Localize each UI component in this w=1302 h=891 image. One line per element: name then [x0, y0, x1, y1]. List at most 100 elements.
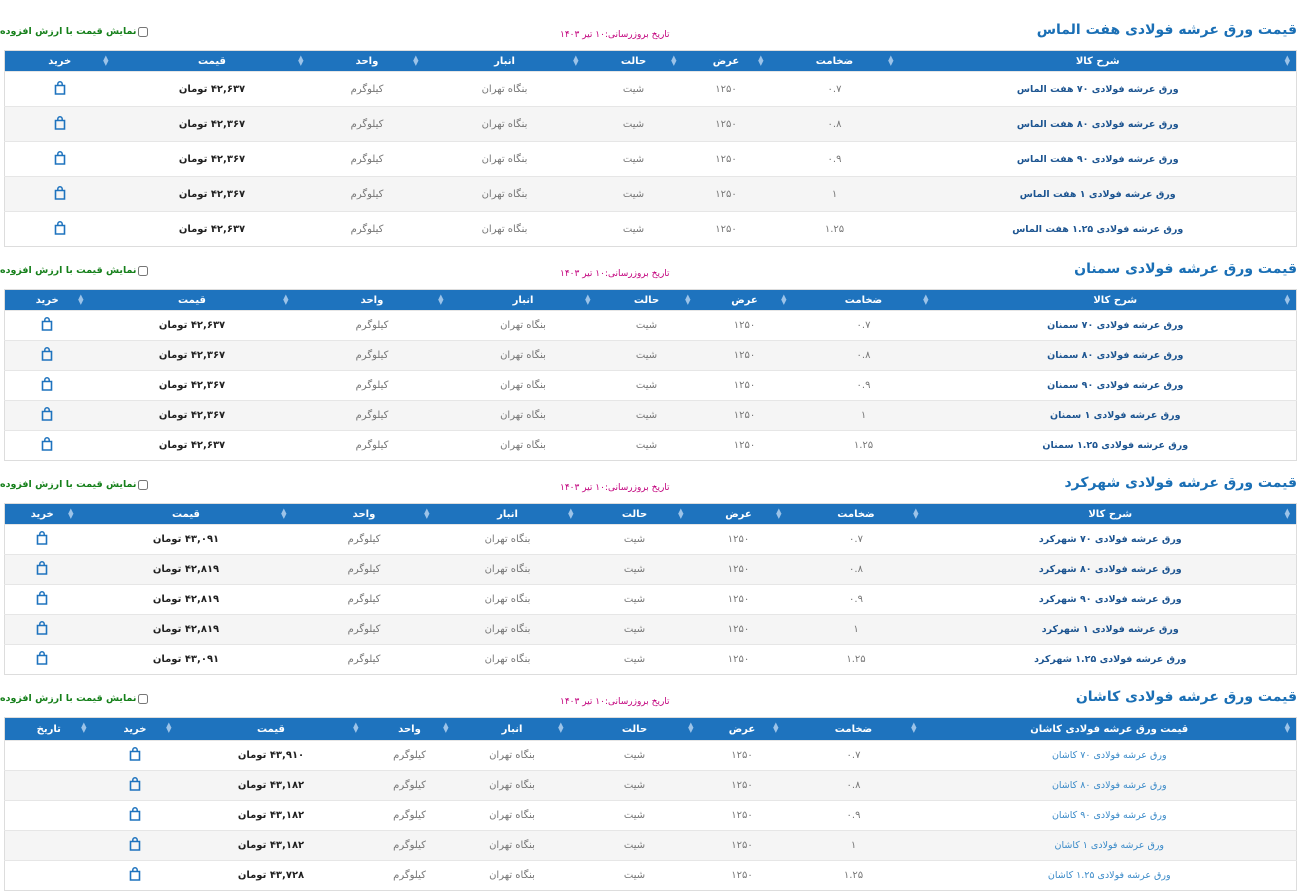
column-header[interactable]: شرح کالا ▲ ▼ — [924, 503, 1297, 525]
bag-icon[interactable] — [36, 651, 48, 665]
cell: ۱ — [787, 614, 925, 645]
cell: ۰.۷ — [792, 310, 935, 341]
column-header[interactable]: عرض ▲ ▼ — [696, 289, 793, 311]
column-header[interactable]: خرید ▲ ▼ — [4, 503, 80, 525]
column-header[interactable]: انبار ▲ ▼ — [454, 717, 570, 741]
product-name[interactable]: ورق عرشه فولادی ۸۰ هفت الماس — [899, 106, 1297, 142]
bag-icon[interactable] — [129, 807, 141, 821]
product-name[interactable]: ورق عرشه فولادی ۹۰ هفت الماس — [899, 141, 1297, 177]
cell: کیلوگرم — [309, 71, 425, 107]
empty-cell — [4, 770, 93, 801]
bag-icon[interactable] — [129, 837, 141, 851]
cell: ۱۲۵۰ — [696, 310, 793, 341]
column-header[interactable]: عرض ▲ ▼ — [689, 503, 788, 525]
column-header[interactable]: تاریخ ▲ ▼ — [4, 717, 93, 741]
product-name[interactable]: ورق عرشه فولادی ۷۰ کاشان — [922, 740, 1297, 771]
bag-icon[interactable] — [129, 867, 141, 881]
vat-checkbox[interactable] — [138, 479, 149, 490]
cell: ۱۲۵۰ — [696, 400, 793, 431]
vat-toggle[interactable]: نمایش قیمت با ارزش افزوده — [0, 265, 149, 276]
column-header[interactable]: شرح کالا ▲ ▼ — [899, 50, 1297, 72]
vat-toggle[interactable]: نمایش قیمت با ارزش افزوده — [0, 26, 149, 37]
bag-icon[interactable] — [54, 150, 66, 165]
product-name[interactable]: ورق عرشه فولادی ۱.۲۵ کاشان — [922, 860, 1297, 891]
vat-checkbox[interactable] — [138, 693, 149, 704]
bag-icon[interactable] — [129, 777, 141, 791]
bag-icon[interactable] — [54, 80, 66, 95]
column-header[interactable]: خرید ▲ ▼ — [92, 717, 178, 741]
bag-icon[interactable] — [41, 347, 53, 361]
bag-icon[interactable] — [41, 377, 53, 391]
vat-toggle[interactable]: نمایش قیمت با ارزش افزوده — [0, 693, 149, 704]
product-name[interactable]: ورق عرشه فولادی ۱.۲۵ سمنان — [934, 430, 1297, 461]
column-header[interactable]: عرض ▲ ▼ — [682, 50, 770, 72]
product-name[interactable]: ورق عرشه فولادی ۸۰ سمنان — [934, 340, 1297, 371]
sort-arrows: ▲ ▼ — [81, 721, 87, 734]
cell: کیلوگرم — [309, 141, 425, 177]
header-text: حالت — [621, 723, 648, 735]
empty-cell — [4, 860, 93, 891]
column-header[interactable]: ضخامت ▲ ▼ — [787, 503, 925, 525]
column-header[interactable]: انبار ▲ ▼ — [449, 289, 597, 311]
bag-icon[interactable] — [41, 317, 53, 331]
vat-checkbox[interactable] — [138, 265, 149, 276]
product-name[interactable]: ورق عرشه فولادی ۹۰ شهرکرد — [924, 584, 1297, 615]
column-header[interactable]: واحد ▲ ▼ — [294, 289, 450, 311]
column-header[interactable]: واحد ▲ ▼ — [309, 50, 425, 72]
product-name[interactable]: ورق عرشه فولادی ۸۰ کاشان — [922, 770, 1297, 801]
column-header[interactable]: خرید ▲ ▼ — [4, 50, 115, 72]
product-name[interactable]: ورق عرشه فولادی ۷۰ سمنان — [934, 310, 1297, 341]
product-name[interactable]: ورق عرشه فولادی ۱.۲۵ هفت الماس — [899, 211, 1297, 247]
bag-icon[interactable] — [129, 747, 141, 761]
column-header[interactable]: انبار ▲ ▼ — [424, 50, 585, 72]
product-name[interactable]: ورق عرشه فولادی ۱ سمنان — [934, 400, 1297, 431]
column-header[interactable]: شرح کالا ▲ ▼ — [934, 289, 1297, 311]
product-name[interactable]: ورق عرشه فولادی ۱ هفت الماس — [899, 176, 1297, 212]
product-row: ورق عرشه فولادی ۱ هفت الماس ۱ ۱۲۵۰ شیت بنگاه… — [4, 176, 1297, 212]
bag-icon[interactable] — [36, 561, 48, 575]
bag-icon[interactable] — [54, 115, 66, 130]
column-header[interactable]: قیمت ▲ ▼ — [114, 50, 310, 72]
section-header: قیمت ورق عرشه فولادی کاشان تاریخ بروزرسان… — [0, 685, 1297, 717]
product-name[interactable]: ورق عرشه فولادی ۷۰ هفت الماس — [899, 71, 1297, 107]
column-header[interactable]: حالت ▲ ▼ — [596, 289, 697, 311]
bag-icon[interactable] — [41, 437, 53, 451]
cell: بنگاه تهران — [435, 584, 580, 615]
product-name[interactable]: ورق عرشه فولادی ۹۰ کاشان — [922, 800, 1297, 831]
buy-cell — [4, 614, 80, 645]
column-header[interactable]: ضخامت ▲ ▼ — [792, 289, 935, 311]
cell: شیت — [584, 176, 683, 212]
product-name[interactable]: ورق عرشه فولادی ۷۰ شهرکرد — [924, 524, 1297, 555]
column-header[interactable]: حالت ▲ ▼ — [569, 717, 700, 741]
bag-icon[interactable] — [54, 185, 66, 200]
column-header[interactable]: حالت ▲ ▼ — [584, 50, 683, 72]
column-header[interactable]: ضخامت ▲ ▼ — [784, 717, 923, 741]
column-header[interactable]: ضخامت ▲ ▼ — [769, 50, 900, 72]
bag-icon[interactable] — [54, 220, 66, 235]
column-header[interactable]: قیمت ورق عرشه فولادی کاشان ▲ ▼ — [922, 717, 1297, 741]
column-header[interactable]: قیمت ▲ ▼ — [89, 289, 295, 311]
bag-icon[interactable] — [36, 621, 48, 635]
product-name[interactable]: ورق عرشه فولادی ۸۰ شهرکرد — [924, 554, 1297, 585]
cell: بنگاه تهران — [449, 310, 597, 341]
column-header[interactable]: قیمت ▲ ▼ — [79, 503, 293, 525]
vat-checkbox[interactable] — [138, 26, 149, 37]
product-name[interactable]: ورق عرشه فولادی ۱ کاشان — [922, 830, 1297, 861]
column-header[interactable]: عرض ▲ ▼ — [699, 717, 785, 741]
column-header[interactable]: واحد ▲ ▼ — [364, 717, 455, 741]
product-name[interactable]: ورق عرشه فولادی ۱ شهرکرد — [924, 614, 1297, 645]
product-name[interactable]: ورق عرشه فولادی ۹۰ سمنان — [934, 370, 1297, 401]
empty-cell — [4, 830, 93, 861]
column-header[interactable]: انبار ▲ ▼ — [435, 503, 580, 525]
column-header[interactable]: واحد ▲ ▼ — [292, 503, 436, 525]
sort-arrows: ▲ ▼ — [913, 507, 919, 520]
bag-icon[interactable] — [36, 531, 48, 545]
product-name[interactable]: ورق عرشه فولادی ۱.۲۵ شهرکرد — [924, 644, 1297, 675]
vat-toggle[interactable]: نمایش قیمت با ارزش افزوده — [0, 479, 149, 490]
bag-icon[interactable] — [36, 591, 48, 605]
column-header[interactable]: قیمت ▲ ▼ — [177, 717, 365, 741]
column-header[interactable]: حالت ▲ ▼ — [579, 503, 690, 525]
column-header[interactable]: خرید ▲ ▼ — [4, 289, 90, 311]
cell: ۴۲,۳۶۷ تومان — [89, 400, 295, 431]
bag-icon[interactable] — [41, 407, 53, 421]
